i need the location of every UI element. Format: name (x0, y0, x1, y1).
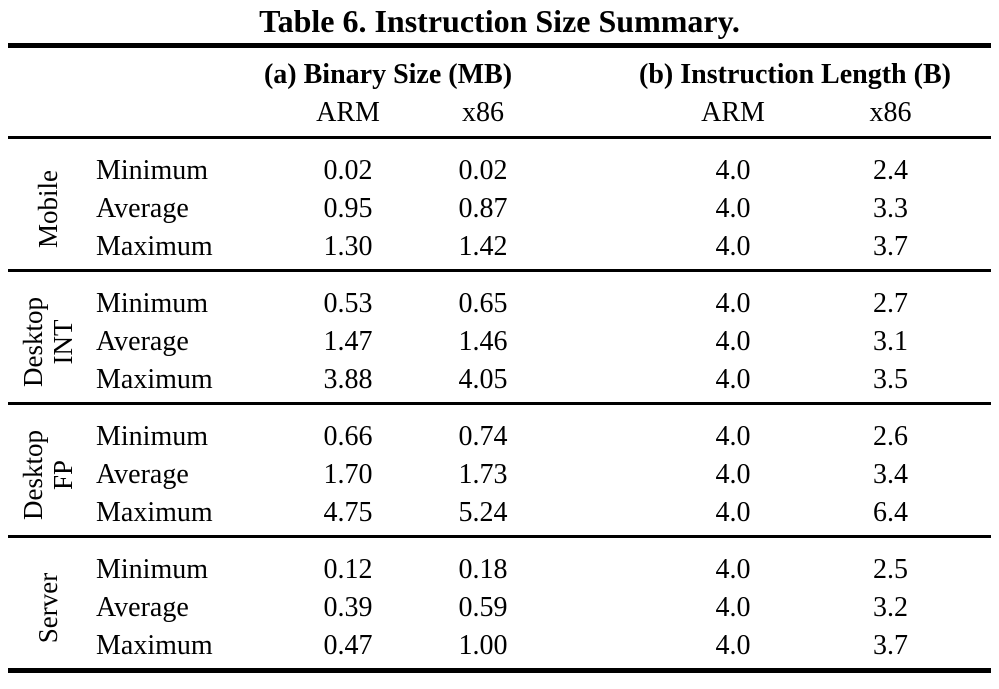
group-label-mobile: Mobile (8, 152, 88, 266)
value-cell: 4.0 (715, 421, 751, 452)
row-label-maximum: Maximum (96, 364, 213, 395)
row-label-average: Average (96, 193, 189, 224)
value-cell: 4.0 (715, 364, 751, 395)
section-rule (8, 402, 991, 405)
row-label-maximum: Maximum (96, 630, 213, 661)
value-cell: 3.88 (323, 364, 373, 395)
value-cell: 2.7 (873, 288, 908, 319)
value-cell: 2.6 (873, 421, 908, 452)
col-header-x86-a: x86 (462, 97, 504, 128)
value-cell: 0.87 (458, 193, 508, 224)
value-cell: 4.05 (458, 364, 508, 395)
section-server: Server Minimum 0.12 0.18 4.0 2.5 Average… (8, 538, 991, 668)
value-cell: 0.95 (323, 193, 373, 224)
group-label-line: Server (33, 572, 63, 644)
value-cell: 1.70 (323, 459, 373, 490)
value-cell: 0.02 (323, 155, 373, 186)
section-desktop-fp: Desktop FP Minimum 0.66 0.74 4.0 2.6 Ave… (8, 405, 991, 535)
group-label-line: INT (48, 319, 78, 365)
value-cell: 4.0 (715, 630, 751, 661)
value-cell: 2.5 (873, 554, 908, 585)
value-cell: 0.02 (458, 155, 508, 186)
value-cell: 3.1 (873, 326, 908, 357)
value-cell: 5.24 (458, 497, 508, 528)
table-header: (a) Binary Size (MB) (b) Instruction Len… (8, 48, 991, 136)
value-cell: 3.5 (873, 364, 908, 395)
value-cell: 0.66 (323, 421, 373, 452)
group-label-line: Desktop (18, 430, 48, 520)
value-cell: 3.7 (873, 231, 908, 262)
value-cell: 4.0 (715, 155, 751, 186)
value-cell: 4.0 (715, 497, 751, 528)
rotated-group-label: Mobile (33, 170, 63, 248)
row-label-minimum: Minimum (96, 554, 209, 585)
group-label-desktop-fp: Desktop FP (8, 418, 88, 532)
row-label-minimum: Minimum (96, 155, 209, 186)
group-label-server: Server (8, 551, 88, 665)
value-cell: 3.2 (873, 592, 908, 623)
value-cell: 4.75 (323, 497, 373, 528)
bottom-rule (8, 668, 991, 673)
value-cell: 4.0 (715, 193, 751, 224)
group-label-line: Desktop (18, 297, 48, 387)
value-cell: 3.7 (873, 630, 908, 661)
row-label-average: Average (96, 592, 189, 623)
section-rule (8, 269, 991, 272)
col-header-x86-b: x86 (869, 97, 912, 128)
value-cell: 4.0 (715, 288, 751, 319)
value-cell: 0.59 (458, 592, 508, 623)
value-cell: 1.46 (458, 326, 508, 357)
rotated-group-label: Server (33, 573, 63, 643)
value-cell: 1.30 (323, 231, 373, 262)
rotated-group-label: Desktop FP (18, 430, 78, 520)
row-label-maximum: Maximum (96, 497, 213, 528)
col-header-arm-a: ARM (316, 97, 380, 128)
row-label-average: Average (96, 326, 189, 357)
value-cell: 0.65 (458, 288, 508, 319)
value-cell: 0.74 (458, 421, 508, 452)
panel-b-header: (b) Instruction Length (B) (639, 59, 951, 90)
value-cell: 1.47 (323, 326, 373, 357)
row-label-minimum: Minimum (96, 421, 209, 452)
top-rule (8, 43, 991, 48)
group-label-line: Mobile (33, 170, 63, 248)
value-cell: 4.0 (715, 459, 751, 490)
value-cell: 3.4 (873, 459, 908, 490)
group-label-desktop-int: Desktop INT (8, 285, 88, 399)
table-caption: Table 6. Instruction Size Summary. (259, 3, 740, 39)
section-mobile: Mobile Minimum 0.02 0.02 4.0 2.4 Average… (8, 139, 991, 269)
value-cell: 0.18 (458, 554, 508, 585)
section-desktop-int: Desktop INT Minimum 0.53 0.65 4.0 2.7 Av… (8, 272, 991, 402)
value-cell: 1.42 (458, 231, 508, 262)
value-cell: 1.73 (458, 459, 508, 490)
value-cell: 4.0 (715, 554, 751, 585)
panel-a-header: (a) Binary Size (MB) (263, 59, 513, 90)
value-cell: 4.0 (715, 592, 751, 623)
header-rule (8, 136, 991, 139)
row-label-minimum: Minimum (96, 288, 209, 319)
section-rule (8, 535, 991, 538)
value-cell: 4.0 (715, 326, 751, 357)
value-cell: 0.12 (323, 554, 373, 585)
value-cell: 0.39 (323, 592, 373, 623)
value-cell: 2.4 (873, 155, 908, 186)
rotated-group-label: Desktop INT (18, 297, 78, 387)
value-cell: 0.47 (323, 630, 373, 661)
row-label-maximum: Maximum (96, 231, 213, 262)
row-label-average: Average (96, 459, 189, 490)
value-cell: 3.3 (873, 193, 908, 224)
value-cell: 1.00 (458, 630, 508, 661)
col-header-arm-b: ARM (701, 97, 765, 128)
value-cell: 4.0 (715, 231, 751, 262)
group-label-line: FP (48, 459, 78, 491)
value-cell: 0.53 (323, 288, 373, 319)
value-cell: 6.4 (873, 497, 908, 528)
